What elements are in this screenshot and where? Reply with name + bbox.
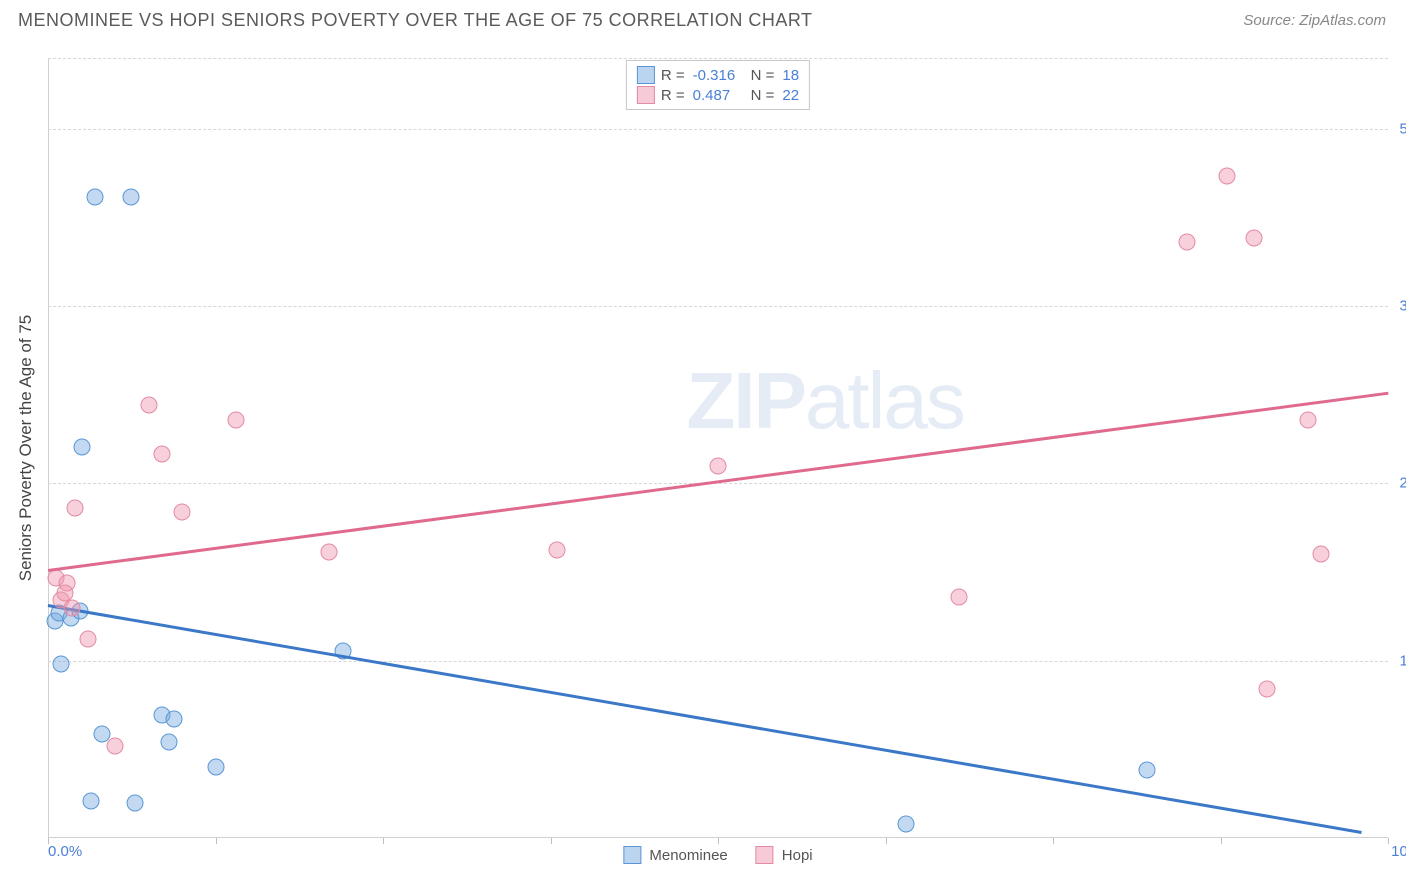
grid-line <box>48 306 1388 307</box>
scatter-point <box>127 794 144 811</box>
chart-area: Seniors Poverty Over the Age of 75 ZIPat… <box>48 58 1388 838</box>
scatter-point <box>207 759 224 776</box>
legend-item: Hopi <box>756 846 813 864</box>
scatter-point <box>153 445 170 462</box>
scatter-point <box>165 710 182 727</box>
scatter-point <box>140 397 157 414</box>
x-tick <box>718 838 719 844</box>
scatter-point <box>66 499 83 516</box>
scatter-point <box>321 543 338 560</box>
source-prefix: Source: <box>1243 12 1299 29</box>
scatter-point <box>710 458 727 475</box>
legend-series-label: Hopi <box>782 847 813 864</box>
scatter-point <box>1138 761 1155 778</box>
scatter-point <box>160 733 177 750</box>
legend-swatch-icon <box>637 86 655 104</box>
grid-line <box>48 483 1388 484</box>
y-tick-label: 37.5% <box>1399 298 1406 315</box>
x-tick-max: 100.0% <box>1391 843 1406 860</box>
legend-r-label: R = <box>661 87 685 104</box>
legend-n-label: N = <box>751 67 775 84</box>
scatter-point <box>82 793 99 810</box>
source-name: ZipAtlas.com <box>1299 12 1386 29</box>
legend-swatch-icon <box>623 846 641 864</box>
legend-r-value: 0.487 <box>693 87 745 104</box>
scatter-point <box>107 737 124 754</box>
y-tick-label: 25.0% <box>1399 475 1406 492</box>
x-tick <box>216 838 217 844</box>
x-tick <box>886 838 887 844</box>
legend-r-label: R = <box>661 67 685 84</box>
watermark-bold: ZIP <box>686 356 804 445</box>
scatter-point <box>897 815 914 832</box>
scatter-point <box>227 411 244 428</box>
chart-header: MENOMINEE VS HOPI SENIORS POVERTY OVER T… <box>0 0 1406 37</box>
y-tick-label: 12.5% <box>1399 652 1406 669</box>
correlation-legend: R = -0.316 N = 18 R = 0.487 N = 22 <box>626 60 810 110</box>
x-tick <box>48 838 49 844</box>
watermark-text: ZIPatlas <box>686 355 963 447</box>
legend-swatch-icon <box>637 66 655 84</box>
grid-line <box>48 129 1388 130</box>
scatter-point <box>86 188 103 205</box>
legend-n-label: N = <box>751 87 775 104</box>
grid-line <box>48 58 1388 59</box>
legend-n-value: 18 <box>782 67 799 84</box>
scatter-point <box>1299 411 1316 428</box>
x-tick <box>1053 838 1054 844</box>
legend-n-value: 22 <box>782 87 799 104</box>
trend-line <box>48 604 1362 833</box>
legend-swatch-icon <box>756 846 774 864</box>
y-axis-line <box>48 58 49 838</box>
scatter-plot: ZIPatlas R =-0.316N =18R =0.487N =22 Men… <box>48 58 1388 838</box>
x-tick-min: 0.0% <box>48 843 82 860</box>
scatter-point <box>80 631 97 648</box>
scatter-point <box>73 438 90 455</box>
scatter-point <box>53 655 70 672</box>
scatter-point <box>1246 230 1263 247</box>
legend-r-value: -0.316 <box>693 67 745 84</box>
x-tick <box>383 838 384 844</box>
x-tick <box>551 838 552 844</box>
scatter-point <box>1219 167 1236 184</box>
x-tick <box>1221 838 1222 844</box>
scatter-point <box>1179 234 1196 251</box>
watermark-rest: atlas <box>805 356 964 445</box>
scatter-point <box>549 542 566 559</box>
legend-item: Menominee <box>623 846 727 864</box>
source-attribution: Source: ZipAtlas.com <box>1243 12 1386 29</box>
grid-line <box>48 661 1388 662</box>
x-tick <box>1388 838 1389 844</box>
scatter-point <box>951 588 968 605</box>
scatter-point <box>174 503 191 520</box>
y-tick-label: 50.0% <box>1399 120 1406 137</box>
series-legend: Menominee Hopi <box>623 846 812 864</box>
scatter-point <box>1313 546 1330 563</box>
legend-row: R = -0.316 N = 18 <box>637 65 799 85</box>
chart-title: MENOMINEE VS HOPI SENIORS POVERTY OVER T… <box>18 10 813 31</box>
trend-line <box>48 391 1388 571</box>
scatter-point <box>57 584 74 601</box>
scatter-point <box>123 188 140 205</box>
scatter-point <box>1259 681 1276 698</box>
scatter-point <box>64 600 81 617</box>
y-axis-label: Seniors Poverty Over the Age of 75 <box>16 315 36 581</box>
legend-row: R = 0.487 N = 22 <box>637 85 799 105</box>
legend-series-label: Menominee <box>649 847 727 864</box>
